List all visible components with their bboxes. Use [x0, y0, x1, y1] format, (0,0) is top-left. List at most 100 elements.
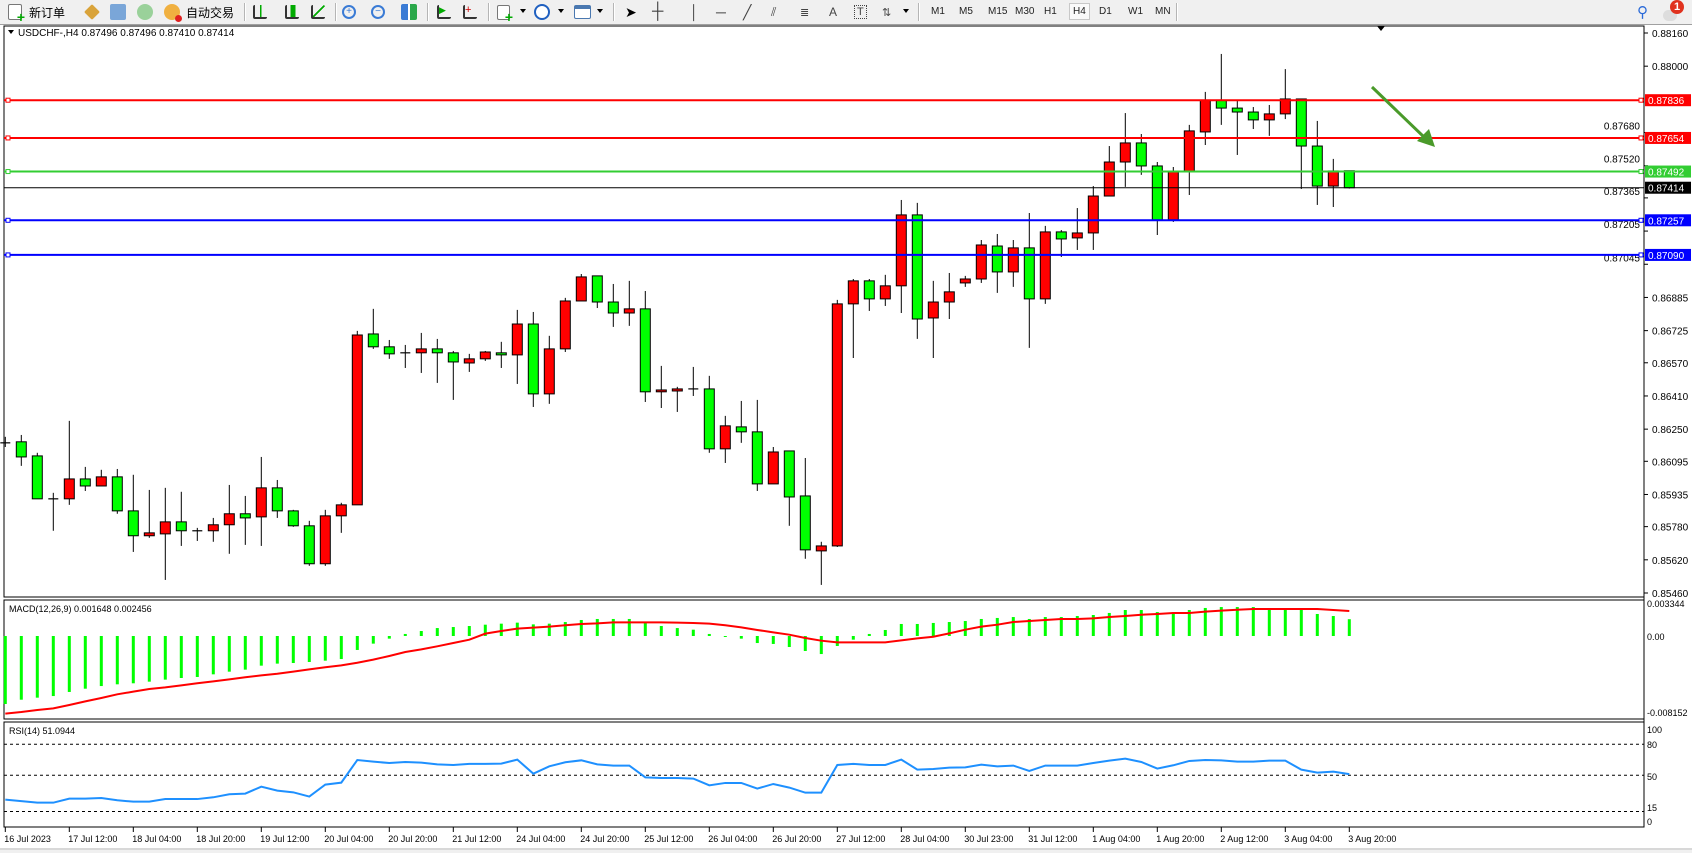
fibonacci-button[interactable]: ≣ [800, 3, 809, 21]
timeframe-h4[interactable]: H4 [1069, 3, 1090, 20]
macd-histogram-bar [419, 631, 423, 636]
chart-shift-button[interactable]: + [463, 3, 477, 21]
terminal-button[interactable] [137, 3, 153, 21]
candle [415, 332, 427, 373]
macd-panel[interactable] [3, 599, 1645, 720]
equidistant-channel-button[interactable]: ⫽ [771, 3, 776, 21]
line-handle[interactable] [1638, 97, 1644, 103]
indicators-dropdown-icon[interactable] [520, 9, 526, 13]
horizontal-line-label-bg [1645, 165, 1691, 178]
arrows-dropdown-icon[interactable] [903, 9, 909, 13]
price-tick-label: 0.87520 [1604, 155, 1641, 166]
chart-canvas[interactable]: USDCHF-,H4 0.87496 0.87496 0.87410 0.874… [0, 25, 1692, 848]
navigator-button[interactable] [110, 3, 126, 21]
indicators-button[interactable]: + [497, 3, 513, 24]
candle-body-up [847, 280, 859, 305]
arrows-button[interactable]: ⇅ [882, 3, 891, 21]
candle [239, 495, 251, 545]
candle [159, 487, 171, 580]
line-handle[interactable] [1638, 252, 1644, 258]
candlestick-chart-button[interactable] [285, 3, 299, 21]
line-handle[interactable] [1638, 217, 1644, 223]
periods-button[interactable] [534, 3, 550, 21]
toolbar-separator [244, 3, 246, 21]
zoom-out-button[interactable]: − [371, 3, 385, 21]
auto-scroll-button[interactable]: ▶ [437, 3, 451, 21]
candle-body-down [303, 525, 315, 565]
toolbar: + 新订单 自动交易 + − ▶ + + ➤ ┼ │ ─ ╱ ⫽ ≣ A T ⇅… [0, 0, 1692, 25]
time-label: 2 Aug 12:00 [1220, 834, 1268, 844]
line-handle[interactable] [5, 217, 11, 223]
candle [447, 350, 459, 400]
macd-histogram-bar [307, 636, 311, 662]
candle-body-up [1087, 195, 1099, 234]
timeframe-mn[interactable]: MN [1155, 6, 1171, 17]
chat-bubble-icon [1663, 9, 1677, 21]
line-handle[interactable] [1638, 169, 1644, 175]
zoom-in-button[interactable]: + [342, 3, 356, 21]
trend-arrow-shaft[interactable] [1370, 85, 1427, 140]
timeframe-m15[interactable]: M15 [988, 6, 1008, 17]
text-label-button[interactable]: T [854, 3, 867, 21]
candle-body-down [431, 348, 443, 354]
horizontal-line-button[interactable]: ─ [716, 3, 726, 21]
text-label-icon: T [854, 5, 867, 19]
notification-badge: 1 [1670, 0, 1684, 14]
tile-windows-button[interactable] [401, 3, 417, 21]
toolbar-separator [613, 3, 615, 21]
trendline-button[interactable]: ╱ [743, 3, 751, 21]
search-button[interactable]: ⚲ [1637, 3, 1648, 21]
cursor-button[interactable]: ➤ [625, 3, 637, 21]
timeframe-h1[interactable]: H1 [1044, 6, 1057, 17]
timeframe-d1[interactable]: D1 [1099, 6, 1112, 17]
vertical-line-icon: │ [690, 4, 699, 20]
line-handle[interactable] [5, 135, 11, 141]
candle-body-down [495, 352, 507, 356]
timeframe-w1[interactable]: W1 [1128, 6, 1143, 17]
macd-histogram-bar [931, 622, 935, 636]
candle [703, 375, 715, 453]
auto-trading-button[interactable]: 自动交易 [164, 3, 234, 22]
price-tick-label: 0.86725 [1652, 327, 1689, 338]
timeframe-m5[interactable]: M5 [959, 6, 973, 17]
chart-window[interactable]: USDCHF-,H4 0.87496 0.87496 0.87410 0.874… [0, 25, 1692, 848]
time-label: 3 Aug 20:00 [1348, 834, 1396, 844]
notifications-button[interactable]: 1 [1663, 0, 1684, 21]
templates-button[interactable] [574, 3, 591, 21]
candle [271, 479, 283, 518]
toolbar-separator [918, 3, 920, 21]
vertical-line-button[interactable]: │ [690, 3, 699, 21]
price-tick-label: 0.86250 [1652, 425, 1689, 436]
candle [1055, 230, 1067, 257]
line-chart-button[interactable] [311, 3, 325, 21]
candle [575, 274, 587, 302]
macd-histogram-bar [947, 622, 951, 636]
chart-menu-triangle-icon[interactable] [8, 30, 14, 34]
candle [688, 366, 699, 396]
line-handle[interactable] [5, 169, 11, 175]
timeframe-m30[interactable]: M30 [1015, 6, 1035, 17]
candle-body-down [911, 214, 923, 320]
rsi-panel[interactable] [3, 721, 1645, 828]
crosshair-button[interactable]: ┼ [652, 3, 663, 21]
arrow-down-right-icon[interactable] [1417, 129, 1435, 147]
candle-body-up [959, 278, 971, 284]
new-order-button[interactable]: + 新订单 [8, 3, 65, 24]
chart-shift-marker-icon[interactable] [1377, 26, 1385, 31]
templates-dropdown-icon[interactable] [597, 9, 603, 13]
line-handle[interactable] [5, 97, 11, 103]
candle [1343, 170, 1355, 189]
macd-histogram-bar [787, 636, 791, 648]
candle-body-down [1055, 231, 1067, 240]
candle [0, 436, 11, 447]
periods-dropdown-icon[interactable] [558, 9, 564, 13]
candle-body-up [975, 244, 987, 280]
market-watch-button[interactable] [84, 3, 100, 21]
macd-histogram-bar [1155, 612, 1159, 636]
line-handle[interactable] [5, 252, 11, 258]
horizontal-line-label: 0.87492 [1648, 168, 1685, 179]
line-handle[interactable] [1638, 135, 1644, 141]
text-button[interactable]: A [829, 3, 837, 21]
timeframe-m1[interactable]: M1 [931, 6, 945, 17]
bar-chart-button[interactable] [253, 3, 267, 21]
